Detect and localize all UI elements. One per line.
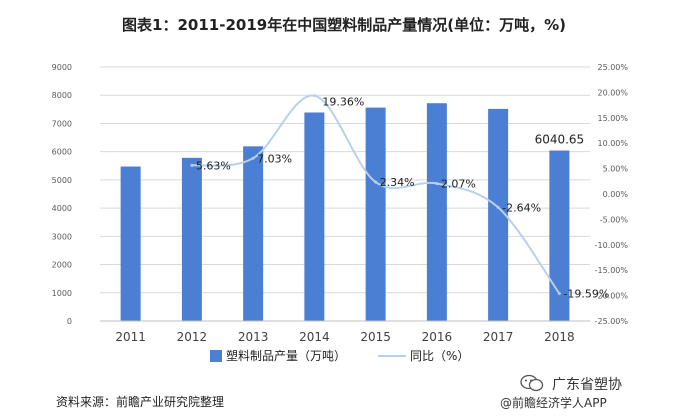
- y-right-tick-label: -10.00%: [595, 241, 629, 250]
- data-label: 2.07%: [441, 177, 476, 190]
- legend-label-bar: 塑料制品产量（万吨）: [226, 348, 346, 363]
- legend-swatch-bar: [210, 350, 222, 362]
- y-left-tick-label: 4000: [52, 204, 72, 213]
- line-point: [496, 205, 500, 209]
- app-watermark: @前瞻经济学人APP: [500, 396, 607, 410]
- bar: [120, 166, 141, 321]
- bar: [426, 103, 447, 322]
- bar: [488, 108, 509, 321]
- x-tick-label: 2018: [544, 330, 575, 344]
- data-label: 6040.65: [535, 133, 585, 147]
- y-left-tick-label: 2000: [52, 261, 72, 270]
- line-point: [557, 292, 561, 296]
- data-label: -19.59%: [563, 288, 609, 301]
- data-labels: 6040.65 5.63% 7.03% 19.36% 2.34% 2.07% -2.64% -…: [196, 96, 609, 301]
- wechat-watermark: 广东省塑协 @前瞻经济学人APP: [496, 368, 686, 414]
- y-right-tick-label: -5.00%: [600, 215, 629, 224]
- y-left-tick-label: 7000: [52, 119, 72, 128]
- line-point: [435, 181, 439, 185]
- y-right-tick-label: 10.00%: [597, 139, 628, 148]
- line-point: [374, 180, 378, 184]
- y-right-tick-label: -20.00%: [595, 292, 629, 301]
- y-right-tick-label: 25.00%: [597, 63, 628, 72]
- x-tick-label: 2011: [115, 330, 146, 344]
- legend: 塑料制品产量（万吨） 同比（%）: [210, 348, 469, 363]
- bar: [304, 112, 325, 321]
- y-left-tick-label: 9000: [52, 63, 72, 72]
- data-label: 19.36%: [322, 96, 364, 109]
- data-label: 5.63%: [196, 159, 231, 172]
- x-tick-label: 2013: [238, 330, 269, 344]
- y-left-tick-label: 3000: [52, 232, 72, 241]
- y-left-tick-label: 5000: [52, 176, 72, 185]
- data-label: 2.34%: [380, 176, 415, 189]
- legend-label-line: 同比（%）: [410, 349, 469, 363]
- wechat-account-name: 广东省塑协: [552, 377, 622, 393]
- bar: [549, 150, 570, 321]
- y-left-tick-label: 6000: [52, 148, 72, 157]
- x-tick-label: 2017: [483, 330, 514, 344]
- line-series: [190, 94, 561, 296]
- x-tick-label: 2016: [422, 330, 453, 344]
- y-right-tick-label: -15.00%: [595, 266, 629, 275]
- line-point: [312, 94, 316, 98]
- chart-title: 图表1：2011-2019年在中国塑料制品产量情况(单位：万吨，%): [122, 16, 566, 34]
- y-right-tick-label: 5.00%: [603, 165, 629, 174]
- y-right-tick-label: 0.00%: [603, 190, 629, 199]
- y-left-tick-label: 0: [67, 317, 72, 326]
- line-point: [190, 163, 194, 167]
- y-right-tick-label: 20.00%: [597, 88, 628, 97]
- x-tick-label: 2015: [360, 330, 391, 344]
- data-label: -2.64%: [502, 201, 541, 214]
- y-left-tick-label: 8000: [52, 91, 72, 100]
- x-tick-label: 2012: [177, 330, 208, 344]
- bar: [181, 157, 202, 321]
- axes: 0 1000 2000 3000 4000 5000 6000 7000 8000 9000 -25…: [52, 63, 629, 344]
- source-note: 资料来源：前瞻产业研究院整理: [56, 395, 225, 409]
- bar: [365, 107, 386, 321]
- line-point: [251, 156, 255, 160]
- y-left-tick-label: 1000: [52, 289, 72, 298]
- y-right-tick-label: -25.00%: [595, 317, 629, 326]
- bar: [243, 146, 264, 321]
- x-tick-label: 2014: [299, 330, 330, 344]
- y-right-tick-label: 15.00%: [597, 114, 628, 123]
- wechat-logo-icon: [520, 374, 544, 392]
- bar-series: [120, 103, 570, 322]
- data-label: 7.03%: [257, 152, 292, 165]
